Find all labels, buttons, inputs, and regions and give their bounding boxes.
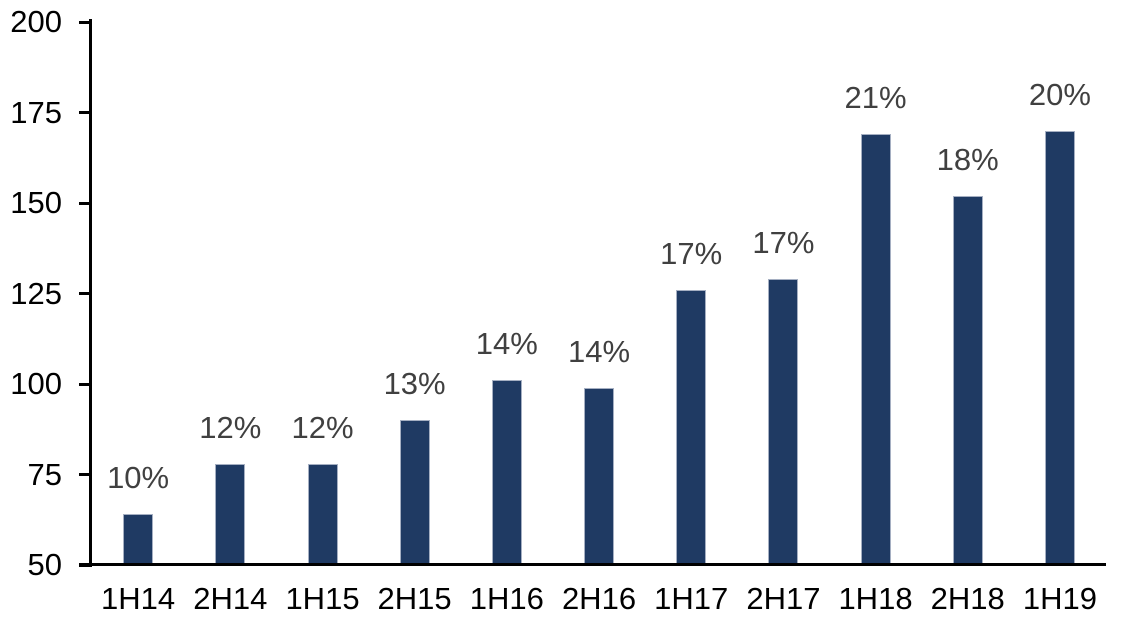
bar xyxy=(676,289,707,565)
y-axis-tick xyxy=(79,111,92,114)
x-axis-category-label: 2H16 xyxy=(561,581,637,616)
y-axis-tick xyxy=(79,20,92,24)
y-axis-tick-label: 50 xyxy=(27,547,62,582)
bar-data-label: 14% xyxy=(567,333,631,369)
bar-data-label: 10% xyxy=(107,460,170,496)
bar-data-label: 13% xyxy=(383,366,446,402)
bar xyxy=(399,420,430,565)
y-axis-tick-label: 125 xyxy=(10,275,62,311)
x-axis-category-label: 1H17 xyxy=(654,581,729,616)
x-axis-category-label: 1H19 xyxy=(1022,581,1097,616)
x-axis-baseline xyxy=(79,563,1106,566)
y-axis-tick-label: 150 xyxy=(10,185,62,220)
x-axis-category-label: 2H15 xyxy=(377,581,452,616)
y-axis-tick-label: 200 xyxy=(10,4,62,39)
y-axis-tick xyxy=(79,473,92,476)
bar xyxy=(584,387,614,565)
bar xyxy=(1044,130,1075,565)
bar-data-label: 21% xyxy=(844,80,907,116)
bar-data-label: 14% xyxy=(475,326,538,362)
bar xyxy=(768,279,799,565)
x-axis-category-label: 1H18 xyxy=(838,581,913,616)
y-axis-tick-label: 175 xyxy=(10,94,62,130)
y-axis-tick-label: 100 xyxy=(10,366,62,401)
bar xyxy=(952,195,983,565)
y-axis-tick-label: 75 xyxy=(27,456,62,492)
x-axis-category-label: 2H18 xyxy=(930,581,1005,616)
bar-data-label: 20% xyxy=(1028,76,1091,112)
y-axis-tick xyxy=(79,201,92,205)
x-axis-category-label: 1H15 xyxy=(285,581,360,616)
bar-data-label: 12% xyxy=(291,409,354,445)
x-axis-category-label: 1H14 xyxy=(101,581,176,616)
bar xyxy=(860,134,891,565)
x-axis-category-label: 1H16 xyxy=(469,581,544,616)
bar xyxy=(307,463,338,565)
x-axis-category-label: 2H17 xyxy=(746,581,821,616)
bar xyxy=(215,463,246,565)
bar xyxy=(491,380,522,565)
bar-data-label: 17% xyxy=(660,235,723,271)
bar-data-label: 12% xyxy=(199,409,262,445)
bar xyxy=(123,514,154,565)
y-axis-tick xyxy=(79,292,92,295)
bar-data-label: 17% xyxy=(752,225,815,260)
y-axis-tick xyxy=(79,382,92,386)
bar-data-label: 18% xyxy=(936,141,999,177)
x-axis-category-label: 2H14 xyxy=(193,581,268,616)
